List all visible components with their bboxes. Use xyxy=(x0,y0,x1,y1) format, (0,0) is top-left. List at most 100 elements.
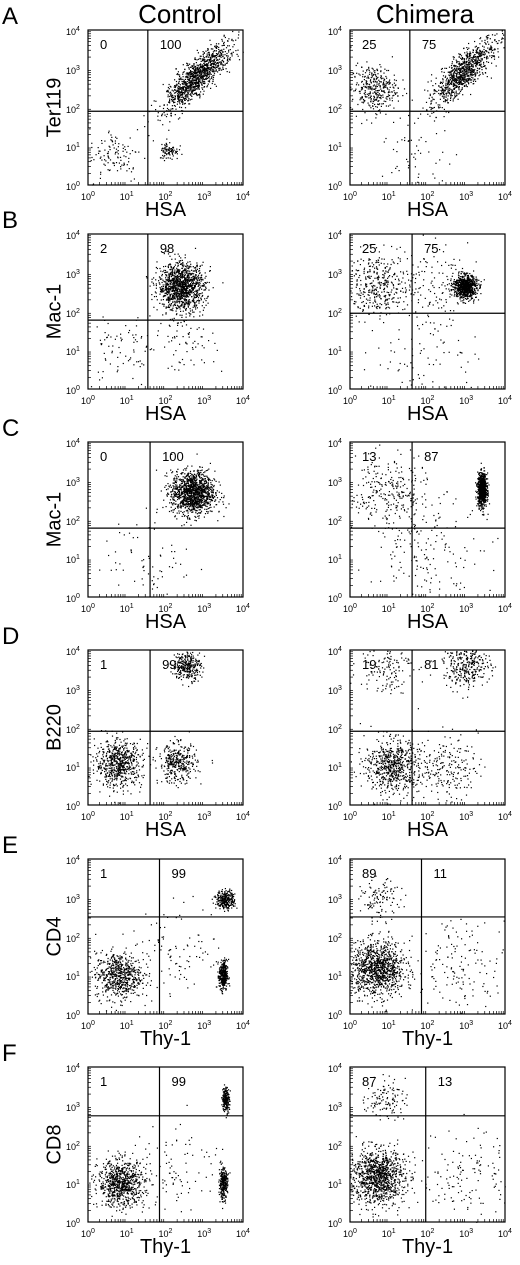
event-dot xyxy=(172,151,174,153)
event-dot xyxy=(452,74,454,76)
event-dot xyxy=(396,275,398,277)
event-dot xyxy=(229,59,231,61)
event-dot xyxy=(480,37,482,39)
event-dot xyxy=(196,276,198,279)
event-dot xyxy=(167,94,169,96)
event-dot xyxy=(163,104,165,106)
event-dot xyxy=(186,93,188,96)
event-dot xyxy=(458,83,460,86)
event-dot xyxy=(200,63,202,65)
event-dot xyxy=(406,304,409,306)
event-dot xyxy=(151,278,153,280)
event-dot xyxy=(461,80,463,82)
event-dot xyxy=(396,165,398,168)
event-dot xyxy=(433,89,435,91)
event-dot xyxy=(389,86,391,88)
event-dot xyxy=(363,305,366,307)
event-dot xyxy=(174,98,176,100)
event-dot xyxy=(203,65,205,67)
event-dot xyxy=(184,92,186,94)
event-dot xyxy=(459,82,461,84)
event-dot xyxy=(185,266,188,268)
event-dot xyxy=(180,78,182,81)
event-dot xyxy=(362,260,365,262)
event-dot xyxy=(479,53,481,55)
event-dot xyxy=(186,76,188,79)
event-dot xyxy=(491,41,493,43)
event-dot xyxy=(221,49,223,51)
event-dot xyxy=(469,63,471,65)
event-dot xyxy=(203,362,205,364)
event-dot xyxy=(163,112,165,114)
event-dot xyxy=(184,265,186,267)
event-dot xyxy=(406,258,408,260)
event-dot xyxy=(393,87,395,89)
y-tick-label: 101 xyxy=(66,345,80,357)
event-dot xyxy=(212,80,214,82)
event-dot xyxy=(176,299,178,301)
event-dot xyxy=(158,282,160,284)
event-dot xyxy=(174,290,176,292)
event-dot xyxy=(367,102,369,104)
event-dot xyxy=(458,63,460,65)
event-dot xyxy=(169,297,171,299)
event-dot xyxy=(449,79,451,81)
event-dot xyxy=(95,154,97,156)
event-dot xyxy=(466,277,468,279)
event-dot xyxy=(197,283,199,285)
tick-exponent: 1 xyxy=(76,346,80,354)
event-dot xyxy=(371,87,373,89)
event-dot xyxy=(372,280,374,282)
event-dot xyxy=(435,83,437,85)
event-dot xyxy=(367,271,369,273)
event-dot xyxy=(174,278,176,280)
event-dot xyxy=(199,282,201,284)
event-dot xyxy=(498,56,500,58)
event-dot xyxy=(165,148,168,150)
event-dot xyxy=(238,59,241,61)
event-dot xyxy=(369,259,371,261)
event-dot xyxy=(375,293,377,296)
event-dot xyxy=(195,274,197,276)
event-dot xyxy=(189,89,191,91)
event-dot xyxy=(470,74,472,76)
event-dot xyxy=(206,77,209,80)
event-dot xyxy=(182,86,185,88)
event-dot xyxy=(385,85,387,87)
event-dot xyxy=(109,149,111,151)
event-dot xyxy=(457,79,459,81)
event-dot xyxy=(165,281,167,283)
event-dot xyxy=(187,96,189,98)
event-dot xyxy=(188,304,190,306)
event-dot xyxy=(475,72,477,74)
event-dot xyxy=(132,377,134,380)
event-dot xyxy=(471,65,473,67)
event-dot xyxy=(383,72,385,74)
event-dot xyxy=(471,79,473,81)
event-dot xyxy=(354,90,356,92)
event-dot xyxy=(472,61,474,63)
event-dot xyxy=(168,306,170,308)
event-dot xyxy=(206,74,208,76)
event-dot xyxy=(208,340,210,342)
event-dot xyxy=(170,86,172,88)
event-dot xyxy=(385,137,387,140)
event-dot xyxy=(375,289,377,291)
event-dot xyxy=(185,282,187,284)
event-dot xyxy=(179,301,181,303)
event-dot xyxy=(174,264,176,266)
event-dot xyxy=(458,62,461,64)
event-dot xyxy=(193,305,196,307)
event-dot xyxy=(373,271,375,273)
event-dot xyxy=(202,77,204,79)
event-dot xyxy=(458,277,460,279)
event-dot xyxy=(165,146,167,148)
event-dot xyxy=(462,83,464,85)
event-dot xyxy=(393,287,395,289)
event-dot xyxy=(369,299,371,301)
event-dot xyxy=(153,296,156,298)
event-dot xyxy=(174,95,176,98)
event-dot xyxy=(398,278,400,280)
event-dot xyxy=(166,283,168,285)
event-dot xyxy=(194,79,196,81)
